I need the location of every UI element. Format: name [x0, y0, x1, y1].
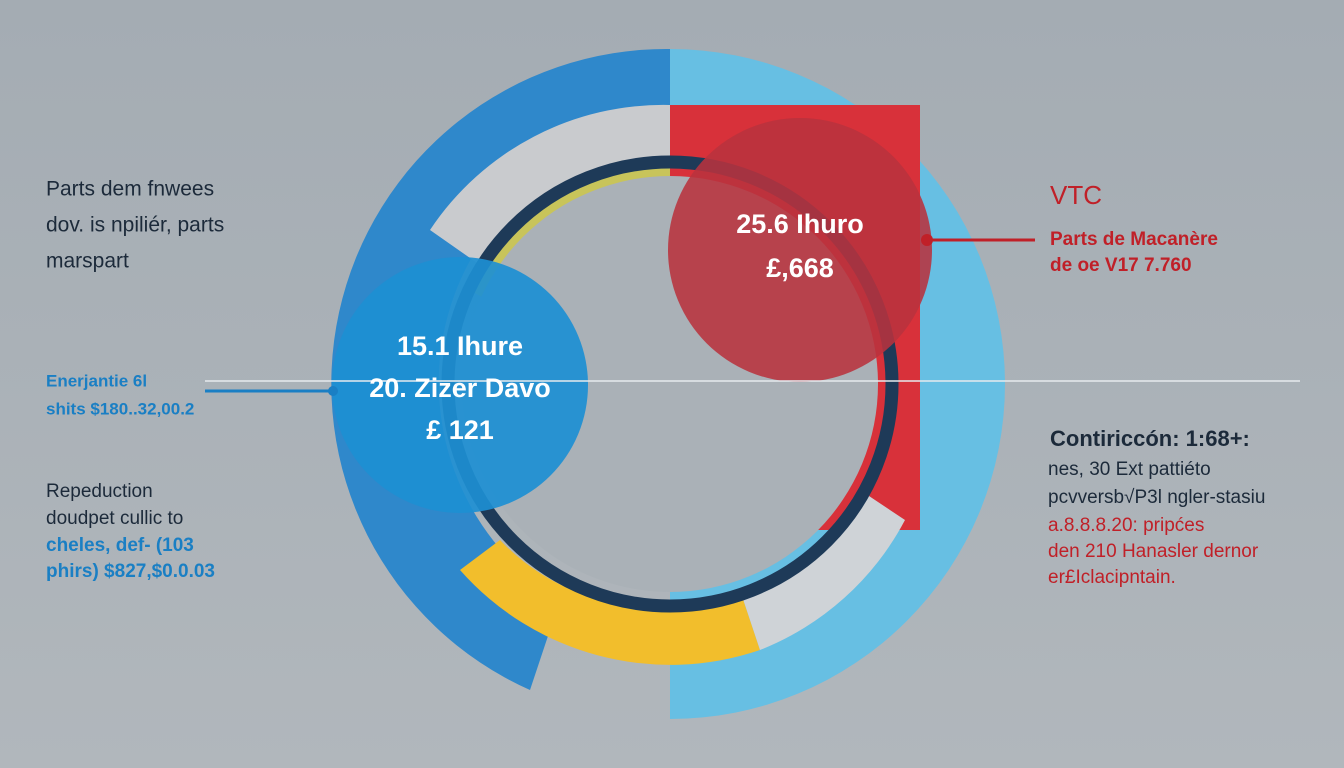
blue-dot: [328, 386, 338, 396]
right-heading: VTC: [1050, 180, 1102, 210]
left-note: phirs) $827,$0.0.03: [46, 561, 215, 582]
right-note: nes, 30 Ext pattiéto: [1048, 459, 1211, 480]
red-circle-text: 25.6 Ihuro: [736, 209, 864, 239]
red-circle: [668, 118, 932, 382]
left-ring: [331, 48, 670, 691]
right-callout: Parts de Macanère: [1050, 229, 1218, 250]
right-callout: de oe V17 7.760: [1050, 255, 1192, 276]
red-circle-text: £,668: [766, 253, 834, 283]
left-title: Parts dem fnwees: [46, 178, 214, 201]
light-arc: [740, 490, 905, 650]
left-title: dov. is npiliér, parts: [46, 214, 224, 237]
right-red-note: er£Iclacipntain.: [1048, 567, 1176, 588]
left-callout: shits $180..32,00.2: [46, 399, 194, 418]
left-callout: Enerjantie 6l: [46, 371, 147, 390]
blue-circle-text: 20. Zizer Davo: [369, 373, 551, 403]
left-note: Repeduction: [46, 481, 153, 502]
blue-circle-text: £ 121: [426, 415, 494, 445]
right-note: pcvversb√P3l ngler-stasiu: [1048, 487, 1265, 508]
left-note: doudpet cullic to: [46, 508, 183, 529]
right-red-note: a.8.8.8.20: pripćes: [1048, 515, 1204, 536]
blue-circle-text: 15.1 Ihure: [397, 331, 523, 361]
left-title: marspart: [46, 250, 129, 273]
red-dot: [921, 234, 933, 246]
right-red-note: den 210 Hanasler dernor: [1048, 541, 1259, 562]
right-note-title: Contiriccón: 1:68+:: [1050, 426, 1250, 451]
blue-circle: [332, 257, 588, 513]
gray-band: [430, 104, 670, 265]
left-note: cheles, def- (103: [46, 535, 194, 556]
